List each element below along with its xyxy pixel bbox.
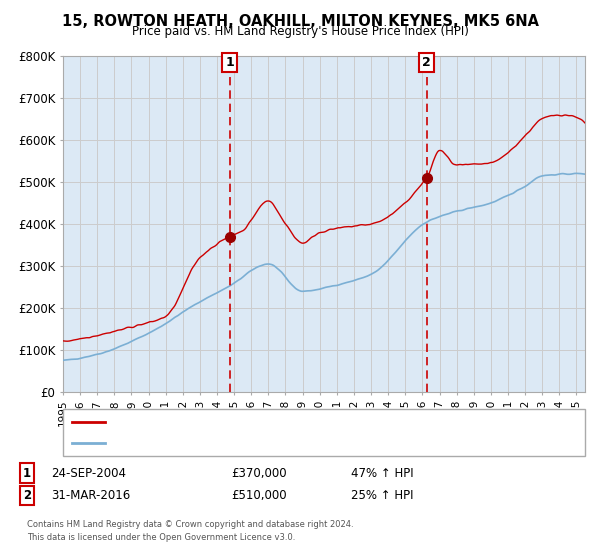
Text: 15, ROWTON HEATH, OAKHILL, MILTON KEYNES, MK5 6NA (detached house): 15, ROWTON HEATH, OAKHILL, MILTON KEYNES… [111, 417, 505, 427]
Text: HPI: Average price, detached house, Milton Keynes: HPI: Average price, detached house, Milt… [111, 438, 376, 448]
Text: 47% ↑ HPI: 47% ↑ HPI [351, 466, 413, 480]
Text: 2: 2 [23, 489, 31, 502]
Text: 15, ROWTON HEATH, OAKHILL, MILTON KEYNES, MK5 6NA: 15, ROWTON HEATH, OAKHILL, MILTON KEYNES… [62, 14, 539, 29]
Text: 25% ↑ HPI: 25% ↑ HPI [351, 489, 413, 502]
Text: 1: 1 [225, 56, 234, 69]
Text: This data is licensed under the Open Government Licence v3.0.: This data is licensed under the Open Gov… [27, 533, 295, 542]
Text: 31-MAR-2016: 31-MAR-2016 [51, 489, 130, 502]
Text: Price paid vs. HM Land Registry's House Price Index (HPI): Price paid vs. HM Land Registry's House … [131, 25, 469, 38]
Text: 1: 1 [23, 466, 31, 480]
Text: £370,000: £370,000 [231, 466, 287, 480]
Text: £510,000: £510,000 [231, 489, 287, 502]
Text: 24-SEP-2004: 24-SEP-2004 [51, 466, 126, 480]
Text: Contains HM Land Registry data © Crown copyright and database right 2024.: Contains HM Land Registry data © Crown c… [27, 520, 353, 529]
Text: 2: 2 [422, 56, 431, 69]
